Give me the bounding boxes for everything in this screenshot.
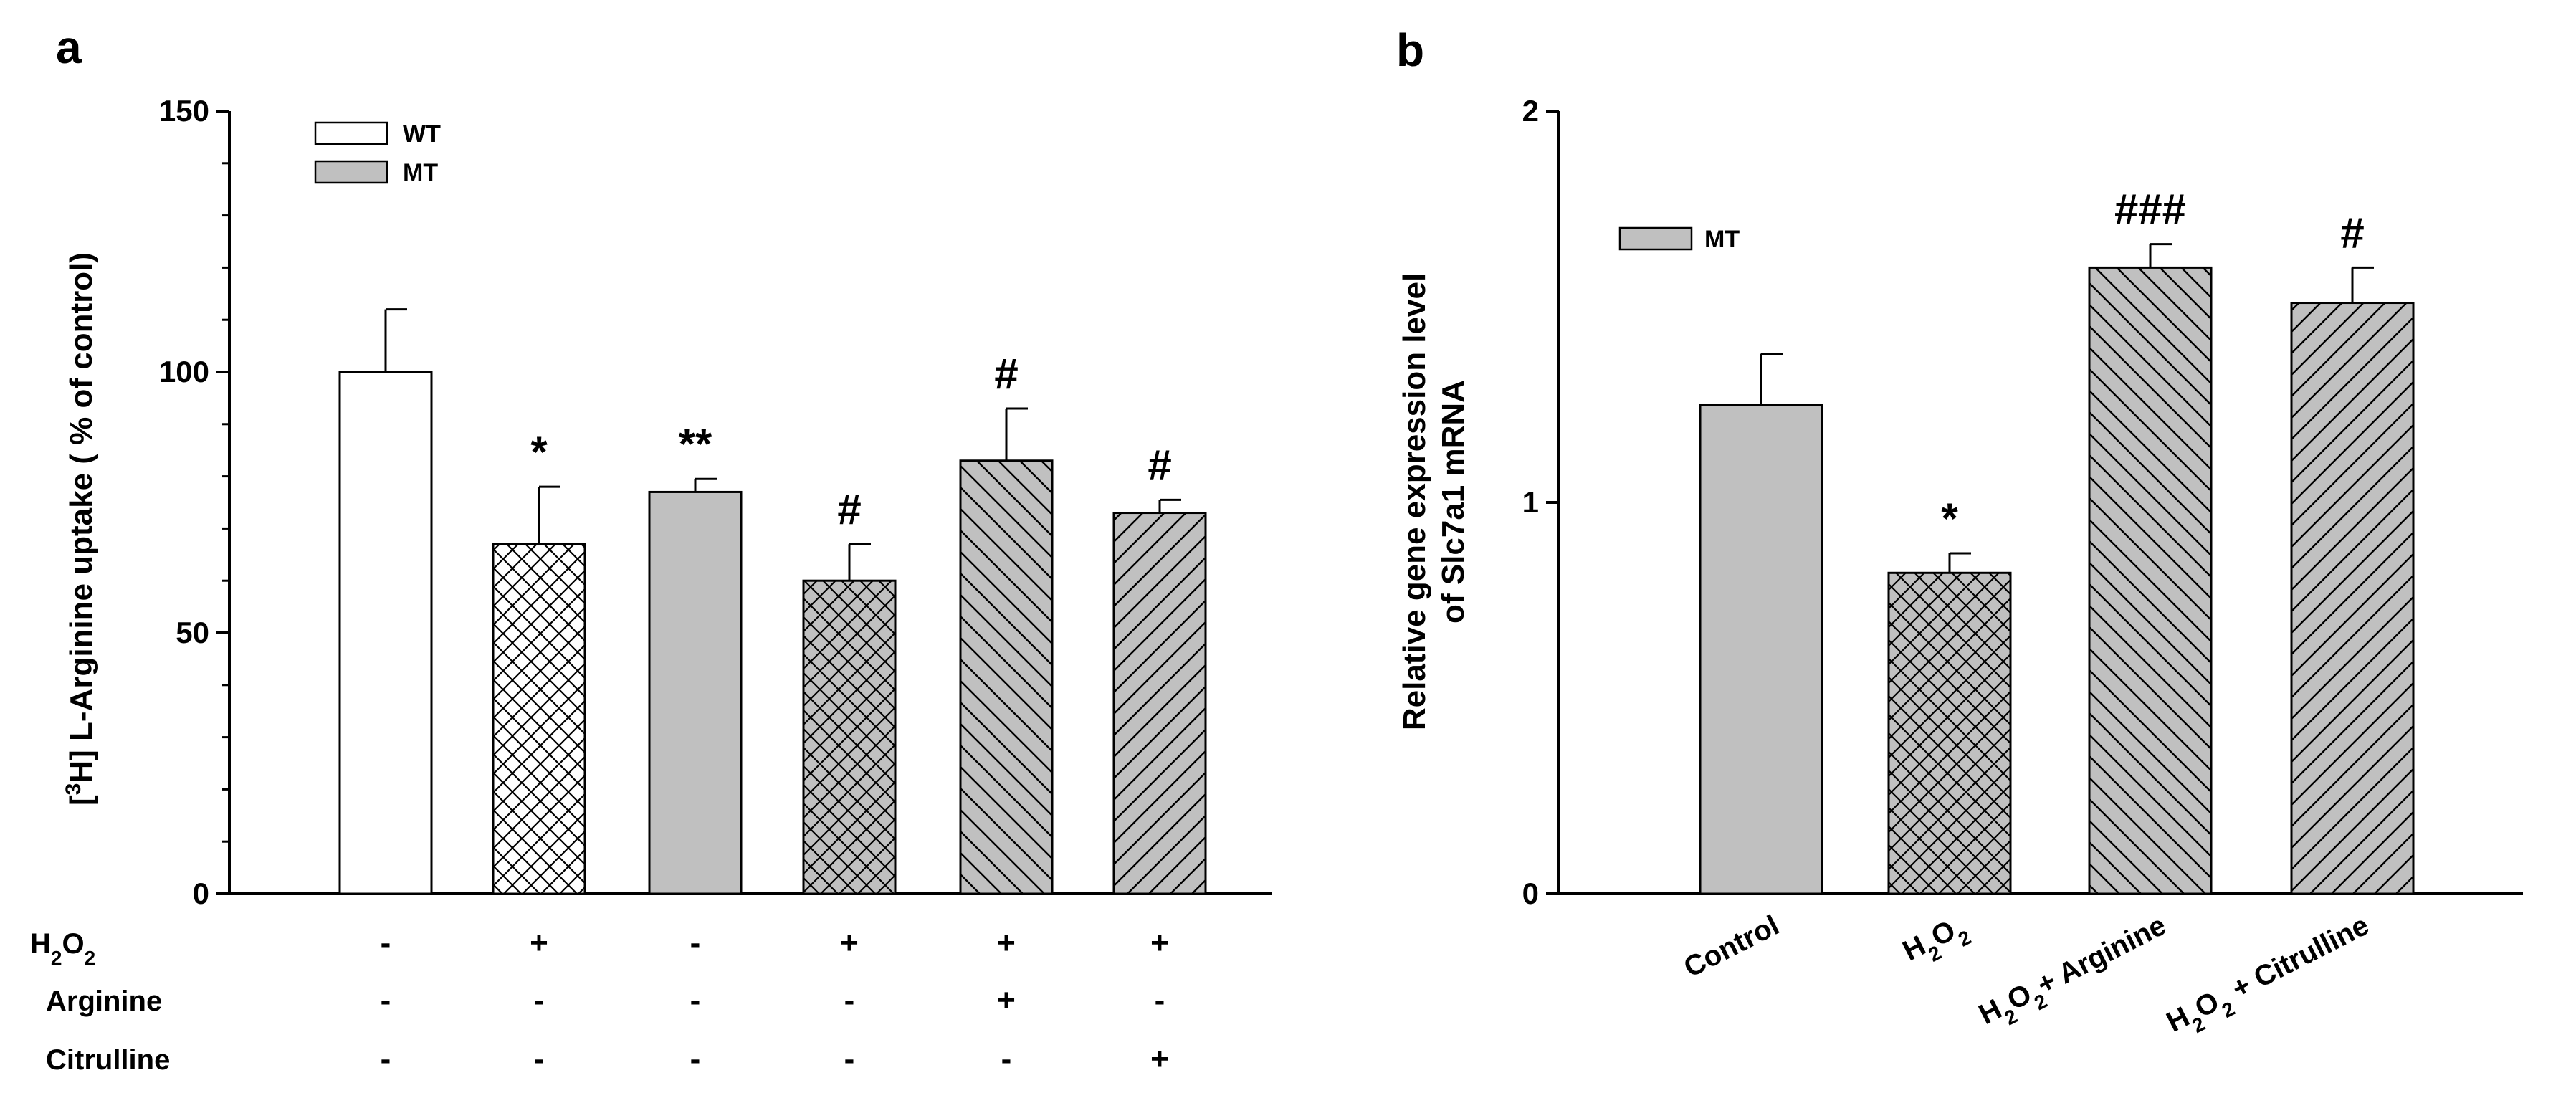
panel-b-y-axis-title-line1: Relative gene expression level [1397, 273, 1432, 730]
treatment-sign: - [534, 1041, 545, 1077]
treatment-sign: + [1150, 925, 1169, 960]
significance-marker: # [994, 350, 1018, 398]
bar-pattern [2291, 302, 2413, 894]
y-tick-label: 100 [159, 355, 209, 388]
y-tick-label: 2 [1522, 94, 1539, 128]
bar [1700, 404, 1822, 894]
treatment-label-citrulline: Citrulline [46, 1044, 170, 1076]
treatment-sign: - [844, 983, 855, 1018]
y-tick-label: 150 [159, 94, 209, 128]
significance-marker: ** [679, 420, 712, 468]
bar-pattern [2089, 267, 2211, 894]
panel-a-y-axis-title: [3H] L-Arginine uptake ( % of control) [62, 252, 100, 806]
legend-swatch-wt [314, 121, 388, 145]
treatment-sign: + [1150, 1041, 1169, 1077]
treatment-label-h2o2: H2O2 [30, 928, 95, 969]
treatment-label-arginine: Arginine [46, 985, 162, 1017]
legend-label-mt: MT [403, 159, 438, 186]
panel-b: b Relative gene expression level of Slc7… [1396, 24, 2523, 1046]
treatment-sign: + [997, 983, 1016, 1018]
treatment-sign: + [840, 925, 859, 960]
bar-pattern [1114, 512, 1206, 894]
treatment-table: H2O2 Arginine Citrulline - + - + + +- - - - + -- - -… [30, 925, 1169, 1077]
panel-a: a [3H] L-Arginine uptake ( % of control)… [30, 22, 1272, 1077]
bar-pattern [803, 581, 895, 894]
panel-b-bars: *### # [1699, 186, 2415, 895]
treatment-sign: - [690, 1041, 701, 1077]
significance-marker: # [1148, 441, 1171, 489]
legend-swatch-mt [1618, 226, 1693, 251]
y-tick-label: 0 [193, 877, 209, 910]
significance-marker: # [837, 485, 861, 533]
treatment-sign: - [534, 983, 545, 1018]
treatment-sign: - [1155, 983, 1165, 1018]
panel-a-bars: * **### [338, 308, 1207, 895]
panel-b-legend: MT [1618, 226, 1740, 253]
treatment-sign: - [381, 983, 391, 1018]
significance-marker: * [1941, 495, 1958, 543]
y-tick-label: 0 [1522, 877, 1539, 910]
legend-label-wt: WT [403, 120, 441, 148]
treatment-sign: - [690, 983, 701, 1018]
y-tick-label: 50 [176, 616, 209, 649]
treatment-sign: + [997, 925, 1016, 960]
bar-pattern [960, 460, 1052, 894]
panel-b-label: b [1396, 24, 1424, 76]
y-tick-label: 1 [1522, 485, 1539, 519]
treatment-sign: - [690, 925, 701, 960]
legend-swatch-mt [314, 160, 388, 184]
significance-marker: # [2340, 209, 2364, 257]
legend-label-mt: MT [1704, 226, 1740, 253]
bar [649, 492, 741, 894]
bar [340, 372, 431, 894]
panel-a-label: a [56, 22, 82, 73]
treatment-sign: - [381, 925, 391, 960]
treatment-sign: - [844, 1041, 855, 1077]
significance-marker: ### [2114, 186, 2186, 234]
panel-b-y-axis-title-line2: of Slc7a1 mRNA [1436, 380, 1471, 624]
category-label: H2O2 + Citrulline [2162, 910, 2378, 1046]
category-label: H2O2+ Arginine [1974, 910, 2175, 1039]
treatment-sign: - [1001, 1041, 1012, 1077]
treatment-signs: - + - + + + - - - - + - - - - - - + [381, 925, 1169, 1077]
bar-pattern [1889, 573, 2010, 894]
significance-marker: * [530, 428, 548, 476]
category-label: Control [1679, 910, 1784, 984]
panel-a-legend: WT MT [314, 120, 441, 186]
treatment-sign: - [381, 1041, 391, 1077]
category-label: H2O2 [1898, 910, 1975, 975]
bar-pattern [493, 544, 585, 894]
treatment-sign: + [530, 925, 548, 960]
